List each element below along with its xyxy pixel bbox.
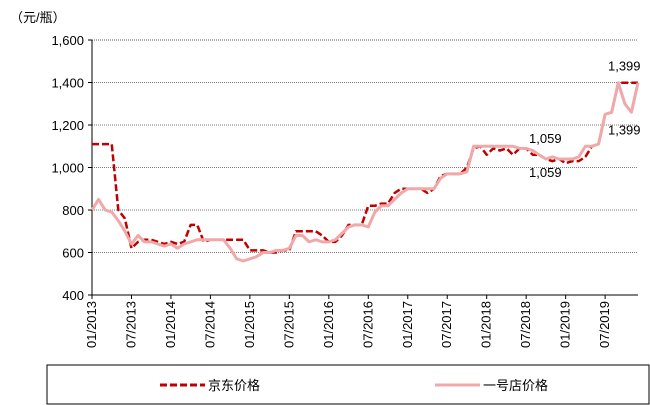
x-tick-label: 07/2018 <box>518 301 533 348</box>
x-tick-label: 07/2014 <box>202 301 217 348</box>
x-tick-label: 01/2017 <box>400 301 415 348</box>
x-tick-label: 01/2013 <box>84 301 99 348</box>
data-label: 1,399 <box>608 123 641 138</box>
y-tick-label: 1,400 <box>51 76 84 91</box>
x-tick-label: 07/2015 <box>281 301 296 348</box>
y-tick-label: 1,600 <box>51 33 84 48</box>
x-tick-label: 07/2019 <box>597 301 612 348</box>
legend-box <box>46 364 650 405</box>
y-axis-label: （元/瓶） <box>10 10 66 25</box>
y-tick-label: 800 <box>62 203 84 218</box>
legend-label: 一号店价格 <box>483 378 548 393</box>
data-label: 1,399 <box>608 59 641 74</box>
x-tick-label: 01/2014 <box>163 301 178 348</box>
x-tick-label: 07/2016 <box>360 301 375 348</box>
x-tick-label: 01/2016 <box>321 301 336 348</box>
legend-label: 京东价格 <box>208 378 260 393</box>
y-tick-label: 1,000 <box>51 161 84 176</box>
y-tick-label: 400 <box>62 288 84 303</box>
series-line <box>90 81 640 263</box>
data-label: 1,059 <box>529 165 562 180</box>
x-tick-label: 01/2019 <box>558 301 573 348</box>
data-label: 1,059 <box>529 131 562 146</box>
y-tick-label: 1,200 <box>51 118 84 133</box>
x-tick-label: 01/2015 <box>242 301 257 348</box>
x-tick-label: 01/2018 <box>479 301 494 348</box>
y-tick-label: 600 <box>62 246 84 261</box>
x-tick-label: 07/2013 <box>123 301 138 348</box>
series-line <box>92 81 638 254</box>
x-tick-label: 07/2017 <box>439 301 454 348</box>
